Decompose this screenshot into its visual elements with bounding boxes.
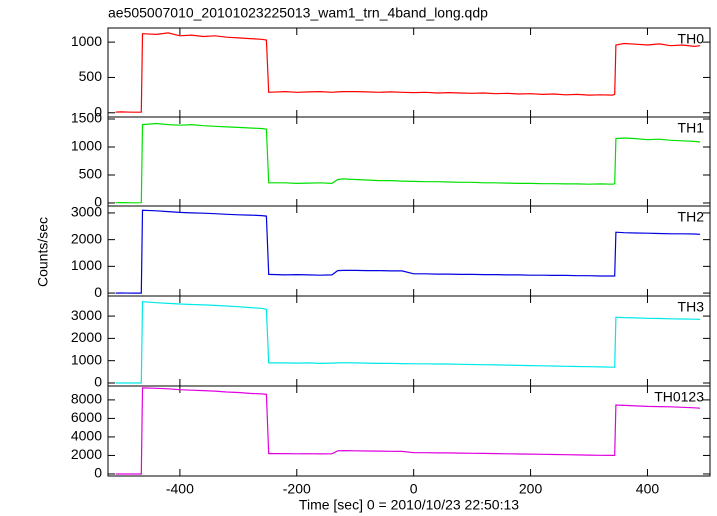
y-tick-label: 3000 <box>71 204 102 220</box>
y-tick-label: 6000 <box>71 409 102 425</box>
y-tick-label: 0 <box>94 465 102 481</box>
light-curve <box>115 32 701 113</box>
y-tick-label: 2000 <box>71 230 102 246</box>
panel-frame <box>107 27 711 118</box>
y-tick-label: 500 <box>79 166 103 182</box>
y-axis-label: Counts/sec <box>35 217 51 287</box>
panel-frame <box>107 205 711 297</box>
y-tick-label: 1500 <box>71 110 102 126</box>
panel-frame <box>107 116 711 207</box>
y-tick-label: 0 <box>94 374 102 390</box>
x-axis-label: Time [sec] 0 = 2010/10/23 22:50:13 <box>299 497 519 513</box>
x-tick-label: -400 <box>166 481 194 497</box>
panel-label: TH1 <box>678 120 705 136</box>
panel-label: TH0 <box>678 31 705 47</box>
y-tick-label: 0 <box>94 194 102 210</box>
panel-label: TH0123 <box>654 389 704 405</box>
chart-title: ae505007010_20101023225013_wam1_trn_4ban… <box>108 5 488 21</box>
y-tick-label: 2000 <box>71 329 102 345</box>
light-curve <box>115 122 701 204</box>
y-tick-label: 8000 <box>71 391 102 407</box>
y-tick-label: 1000 <box>71 351 102 367</box>
panel-label: TH3 <box>678 299 705 315</box>
y-tick-label: 2000 <box>71 446 102 462</box>
y-tick-label: 0 <box>94 284 102 300</box>
x-tick-label: 200 <box>519 481 543 497</box>
x-tick-label: -200 <box>283 481 311 497</box>
y-tick-label: 1000 <box>71 138 102 154</box>
panel-label: TH2 <box>678 209 705 225</box>
light-curve <box>115 209 701 294</box>
y-tick-label: 0 <box>94 103 102 119</box>
x-tick-label: 400 <box>636 481 660 497</box>
x-tick-label: 0 <box>410 481 418 497</box>
panel-frame <box>107 385 711 477</box>
y-tick-label: 1000 <box>71 257 102 273</box>
y-tick-label: 1000 <box>71 33 102 49</box>
y-tick-label: 4000 <box>71 428 102 444</box>
light-curve <box>115 387 701 475</box>
y-tick-label: 3000 <box>71 307 102 323</box>
light-curve <box>115 300 701 384</box>
panel-frame <box>107 295 711 387</box>
y-tick-label: 500 <box>79 68 103 84</box>
